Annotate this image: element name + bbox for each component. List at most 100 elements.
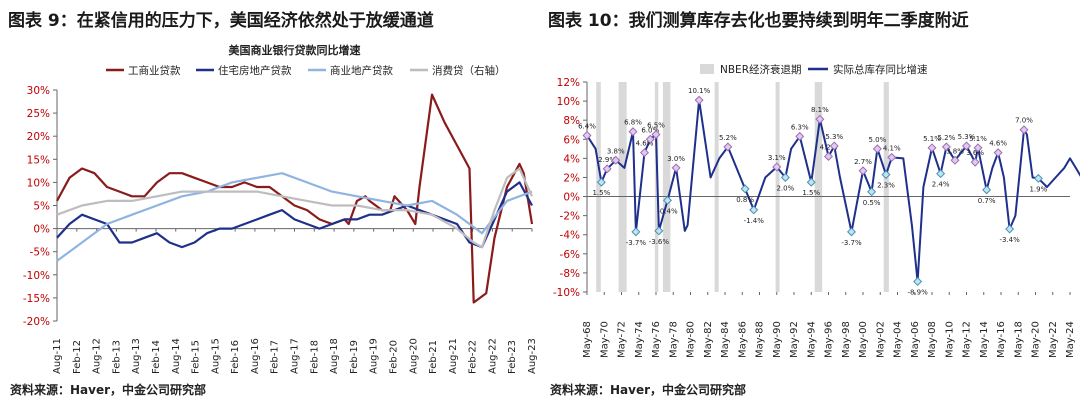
x-tick-label: May-16	[996, 321, 1007, 358]
data-point-marker	[671, 163, 681, 173]
data-label: 5.3%	[825, 133, 843, 141]
recession-band	[596, 82, 601, 292]
y-tick-label: -4%	[560, 230, 580, 242]
y-tick-label: 30%	[27, 85, 50, 97]
data-label: 3.1%	[768, 154, 786, 162]
data-label: 6.8%	[624, 119, 642, 127]
data-label: 6.0%	[641, 126, 659, 134]
x-tick-label: May-18	[1013, 321, 1024, 358]
x-tick-label: Aug-13	[131, 338, 142, 374]
x-tick-label: Aug-22	[487, 338, 498, 374]
data-point-marker	[872, 144, 882, 154]
x-tick-label: May-98	[841, 321, 852, 358]
legend-label: 消费贷（右轴）	[432, 64, 506, 77]
recession-band	[814, 82, 823, 292]
y-tick-label: 25%	[27, 108, 50, 120]
x-tick-label: Aug-14	[171, 338, 182, 374]
y-tick-label: 10%	[557, 96, 580, 108]
y-tick-label: 15%	[27, 154, 50, 166]
y-tick-label: 2%	[563, 172, 580, 184]
x-tick-label: May-02	[875, 321, 886, 358]
x-tick-label: Aug-11	[52, 338, 63, 374]
data-point-marker	[628, 127, 638, 137]
data-label: 4.6%	[989, 140, 1007, 148]
data-point-marker	[611, 155, 621, 165]
data-label: 5.0%	[868, 136, 886, 144]
data-point-marker	[795, 131, 805, 141]
data-point-marker	[694, 95, 704, 105]
y-tick-label: 20%	[27, 131, 50, 143]
x-tick-label: May-14	[979, 321, 990, 358]
x-tick-label: May-74	[634, 321, 645, 358]
data-point-marker	[806, 177, 816, 187]
y-tick-label: 8%	[563, 115, 580, 127]
data-label: -3.7%	[841, 239, 862, 247]
data-point-marker	[723, 142, 733, 152]
x-tick-label: May-10	[944, 321, 955, 358]
data-point-marker	[961, 141, 972, 151]
data-point-marker	[749, 205, 759, 215]
x-tick-label: May-94	[806, 321, 817, 358]
data-label: -3.7%	[626, 239, 647, 247]
x-tick-label: May-72	[617, 321, 628, 358]
x-tick-label: May-06	[910, 321, 921, 358]
data-label: 2.7%	[854, 158, 872, 166]
recession-band	[618, 82, 627, 292]
legend-label: 商业地产贷款	[330, 64, 393, 77]
series-line	[56, 167, 534, 249]
recession-band	[883, 82, 889, 292]
data-point-marker	[631, 227, 641, 237]
recession-band	[662, 82, 671, 292]
data-label: 1.5%	[592, 189, 610, 197]
data-point-marker	[913, 276, 923, 287]
x-tick-label: May-68	[582, 321, 593, 358]
data-label: 6.3%	[791, 123, 809, 131]
y-tick-label: 10%	[27, 177, 50, 189]
x-tick-label: Aug-20	[408, 338, 419, 374]
x-tick-label: May-80	[686, 321, 697, 358]
data-label: 6.4%	[578, 122, 596, 130]
data-label: 5.2%	[937, 134, 955, 142]
data-point-marker	[1019, 125, 1029, 135]
y-tick-label: -10%	[23, 270, 50, 282]
x-tick-label: Feb-19	[349, 340, 360, 374]
data-label: -0.4%	[657, 207, 678, 215]
legend-label: 工商业贷款	[128, 64, 181, 77]
data-label: 3.8%	[946, 147, 964, 155]
x-tick-label: May-82	[703, 321, 714, 358]
data-label: 0.8%	[736, 196, 754, 204]
data-label: 5.1%	[923, 135, 941, 143]
y-tick-label: 4%	[563, 153, 580, 165]
data-point-marker	[582, 130, 592, 140]
data-label: 3.0%	[667, 155, 685, 163]
data-label: 5.3%	[958, 133, 976, 141]
x-tick-label: May-08	[927, 321, 938, 358]
x-tick-label: Feb-17	[270, 340, 281, 374]
data-point-marker	[654, 226, 664, 236]
x-tick-label: May-20	[1031, 321, 1042, 358]
recession-band	[775, 82, 780, 292]
legend-swatch	[700, 64, 714, 74]
data-point-marker	[927, 143, 937, 153]
x-tick-label: May-12	[962, 321, 973, 358]
legend-label: NBER经济衰退期	[720, 63, 802, 76]
x-tick-label: May-78	[668, 321, 679, 358]
x-tick-label: May-88	[755, 321, 766, 358]
y-tick-label: 12%	[557, 77, 580, 89]
data-point-marker	[651, 129, 661, 140]
y-tick-label: -2%	[560, 211, 580, 223]
x-tick-label: Feb-14	[151, 340, 162, 374]
data-label: 3.6%	[966, 149, 984, 157]
data-point-marker	[970, 157, 980, 167]
x-tick-label: Feb-15	[191, 340, 202, 374]
x-tick-label: Aug-15	[210, 338, 221, 374]
x-tick-label: Aug-12	[92, 338, 103, 374]
x-tick-label: May-86	[737, 321, 748, 358]
data-label: 3.8%	[607, 147, 625, 155]
data-label: 2.3%	[877, 182, 895, 190]
recession-band	[654, 82, 659, 292]
data-point-marker	[823, 151, 834, 161]
x-tick-label: Aug-16	[250, 338, 261, 374]
legend-label: 实际总库存同比增速	[833, 63, 928, 76]
